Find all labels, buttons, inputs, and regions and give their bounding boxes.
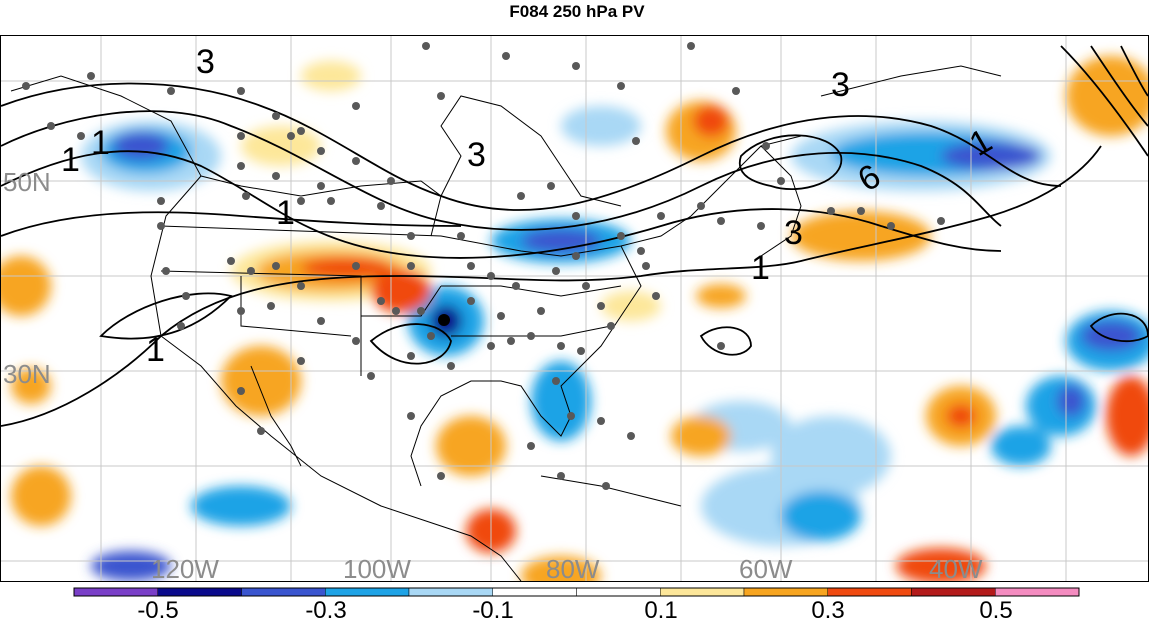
colorbar-border: [73, 587, 1080, 597]
colorbar-tick-label: -0.3: [305, 597, 346, 619]
colorbar-tick-label: 0.3: [811, 597, 844, 619]
colorbar-tick-label: -0.5: [137, 597, 178, 619]
graticule: [1, 36, 1148, 581]
coastlines: [10, 65, 1002, 581]
contour-label: 1: [751, 249, 770, 287]
colorbar-swatch: [911, 587, 996, 597]
contour-label: 3: [784, 214, 803, 252]
colorbar-swatch: [408, 587, 493, 597]
contour-label: 3: [831, 66, 850, 104]
colorbar-svg: -0.5 -0.3 -0.1 0.1 0.3 0.5: [73, 587, 1080, 619]
contour-label: 1: [61, 141, 80, 179]
colorbar-swatch: [325, 587, 410, 597]
colorbar-swatch: [743, 587, 828, 597]
contour-label: 1: [146, 331, 165, 369]
lon-label-120w: 120W: [151, 554, 219, 581]
graticule-labels: 50N 30N 120W 100W 80W 60W 40W: [3, 167, 983, 581]
colorbar-swatch: [157, 587, 242, 597]
colorbar: -0.5 -0.3 -0.1 0.1 0.3 0.5: [0, 587, 1154, 619]
map-canvas: 3 3 3 3 6 1 1 1 1 1 1 50N 30N 120W 100W …: [1, 36, 1148, 581]
lon-label-40w: 40W: [929, 554, 983, 581]
colorbar-tick-label: -0.1: [472, 597, 513, 619]
lat-label-50n: 50N: [3, 167, 51, 197]
lat-label-30n: 30N: [3, 359, 51, 389]
contour-label: 3: [467, 136, 486, 174]
colorbar-swatch: [73, 587, 158, 597]
colorbar-swatch: [492, 587, 577, 597]
colorbar-swatch: [995, 587, 1080, 597]
contour-label: 1: [276, 194, 295, 232]
highlight-station-dot: [438, 314, 450, 326]
station-dots: [22, 42, 945, 490]
pv-contours: [1, 45, 1148, 427]
lon-label-60w: 60W: [739, 554, 793, 581]
colorbar-tick-label: 0.1: [644, 597, 677, 619]
colorbar-swatch: [576, 587, 661, 597]
colorbar-swatch: [827, 587, 912, 597]
map-title: F084 250 hPa PV: [509, 2, 645, 21]
pv-map: 3 3 3 3 6 1 1 1 1 1 1 50N 30N 120W 100W …: [0, 35, 1149, 582]
contour-label: 3: [196, 43, 215, 81]
colorbar-tick-label: 0.5: [979, 597, 1012, 619]
lon-label-100w: 100W: [343, 554, 411, 581]
contour-label: 1: [91, 124, 110, 162]
colorbar-swatch: [241, 587, 326, 597]
colorbar-swatch: [660, 587, 745, 597]
lon-label-80w: 80W: [546, 554, 600, 581]
